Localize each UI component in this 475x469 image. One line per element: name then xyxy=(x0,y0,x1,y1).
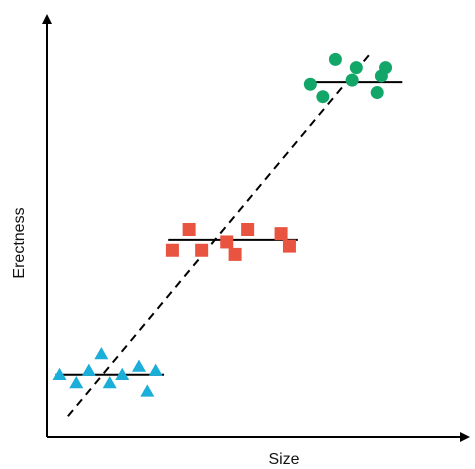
point-square xyxy=(241,223,255,236)
point-square xyxy=(182,223,196,236)
point-square xyxy=(165,243,179,257)
point-circle xyxy=(374,69,388,83)
point-triangle xyxy=(131,359,146,372)
point-triangle xyxy=(115,367,130,380)
point-circle xyxy=(328,52,342,66)
point-triangle xyxy=(148,363,163,376)
point-circle xyxy=(303,77,317,91)
point-triangle xyxy=(81,363,96,376)
point-circle xyxy=(370,86,384,100)
point-circle xyxy=(316,90,330,104)
point-triangle xyxy=(94,347,109,360)
point-triangle xyxy=(52,367,67,380)
point-circle xyxy=(345,73,359,87)
x-axis-label: Size xyxy=(268,451,299,468)
point-triangle xyxy=(140,384,155,397)
point-square xyxy=(228,247,242,261)
point-triangle xyxy=(69,376,84,389)
plot-area xyxy=(52,52,403,417)
point-square xyxy=(274,227,288,241)
point-square xyxy=(282,239,296,253)
point-square xyxy=(220,235,234,249)
y-axis-label: Erectness xyxy=(11,207,28,278)
point-triangle xyxy=(102,376,117,389)
trend-line xyxy=(67,54,370,417)
point-circle xyxy=(349,61,363,75)
point-square xyxy=(195,243,209,257)
